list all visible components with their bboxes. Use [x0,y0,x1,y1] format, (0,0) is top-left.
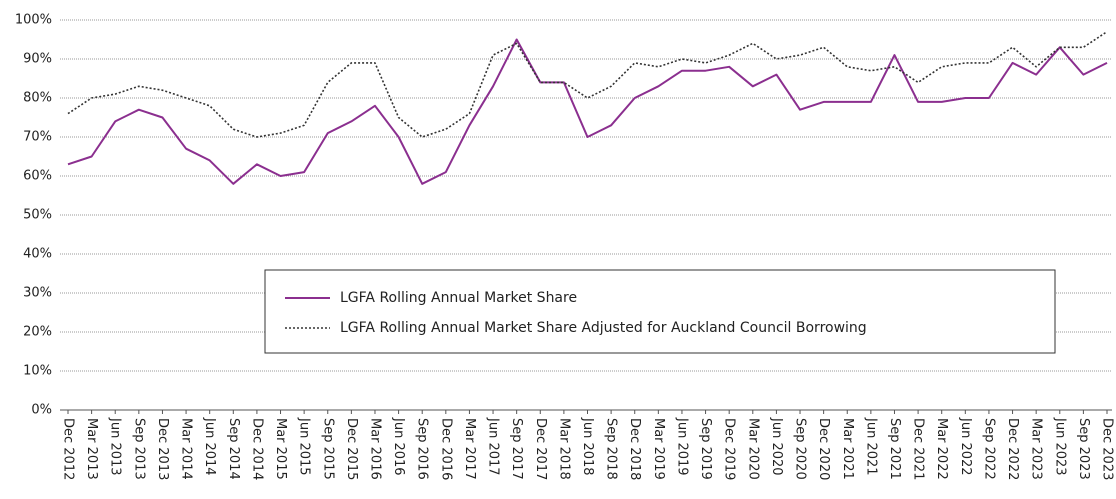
x-tick-label: Mar 2013 [84,418,99,480]
y-tick-label: 90% [23,52,52,67]
x-tick-label: Dec 2021 [911,418,926,480]
y-tick-label: 70% [23,130,52,145]
x-tick-label: Sep 2013 [131,418,146,480]
x-tick-label: Jun 2017 [486,417,501,476]
y-tick-label: 30% [23,286,52,301]
x-tick-label: Jun 2015 [297,417,312,476]
x-tick-label: Dec 2017 [533,418,548,480]
y-tick-label: 80% [23,91,52,106]
legend-box [264,269,1056,354]
x-tick-label: Sep 2023 [1076,418,1091,480]
x-tick-label: Dec 2016 [438,418,453,480]
x-tick-label: Jun 2014 [202,417,217,476]
x-tick-label: Sep 2021 [887,418,902,480]
x-tick-label: Sep 2022 [981,418,996,480]
x-tick-label: Dec 2019 [722,418,737,480]
x-tick-label: Jun 2023 [1052,417,1067,476]
x-tick-label: Sep 2019 [698,418,713,480]
x-tick-label: Mar 2019 [651,418,666,480]
x-tick-label: Dec 2015 [344,418,359,480]
y-tick-label: 40% [23,247,52,262]
x-tick-label: Dec 2023 [1100,418,1115,480]
x-tick-label: Jun 2013 [108,417,123,476]
y-tick-label: 50% [23,208,52,223]
x-tick-label: Jun 2022 [958,417,973,476]
x-tick-label: Dec 2022 [1005,418,1020,480]
legend-label: LGFA Rolling Annual Market Share Adjuste… [340,320,867,336]
x-tick-label: Sep 2016 [415,418,430,480]
y-tick-label: 100% [15,13,52,28]
x-tick-label: Jun 2016 [391,417,406,476]
x-tick-label: Mar 2017 [462,418,477,480]
x-tick-label: Mar 2016 [367,418,382,480]
x-tick-label: Mar 2015 [273,418,288,480]
x-tick-label: Mar 2020 [745,418,760,480]
x-tick-label: Jun 2019 [674,417,689,476]
x-tick-label: Dec 2014 [249,418,264,480]
x-tick-label: Jun 2020 [769,417,784,476]
x-tick-label: Dec 2013 [155,418,170,480]
series-line [67,31,1108,138]
x-tick-label: Sep 2018 [604,418,619,480]
x-tick-label: Dec 2018 [627,418,642,480]
x-tick-label: Mar 2021 [840,418,855,480]
x-tick-label: Sep 2014 [226,418,241,480]
legend-label: LGFA Rolling Annual Market Share [340,290,577,306]
x-tick-label: Dec 2012 [61,418,76,480]
y-tick-label: 60% [23,169,52,184]
x-tick-label: Mar 2014 [179,418,194,480]
y-tick-label: 10% [23,364,52,379]
x-tick-label: Sep 2015 [320,418,335,480]
x-tick-label: Dec 2020 [816,418,831,480]
x-tick-label: Mar 2022 [934,418,949,480]
y-tick-label: 0% [31,403,52,418]
x-tick-label: Jun 2021 [863,417,878,476]
series-line [67,38,1108,185]
y-tick-label: 20% [23,325,52,340]
x-tick-label: Sep 2020 [793,418,808,480]
x-tick-label: Mar 2023 [1029,418,1044,480]
x-tick-label: Jun 2018 [580,417,595,476]
x-tick-label: Mar 2018 [556,418,571,480]
x-tick-label: Sep 2017 [509,418,524,480]
